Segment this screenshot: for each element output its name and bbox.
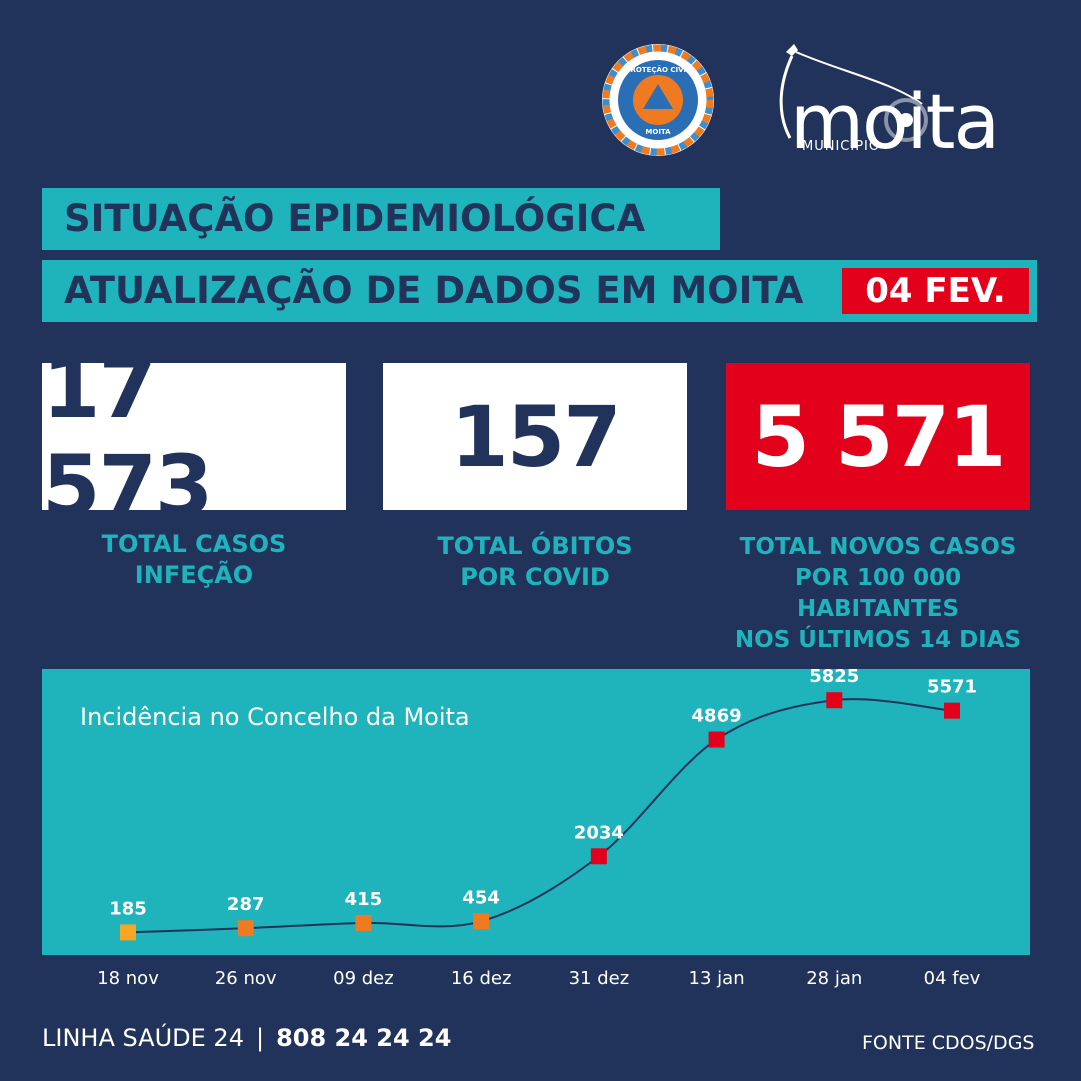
x-tick-label: 26 nov: [215, 968, 277, 989]
x-tick-label: 28 jan: [806, 968, 862, 989]
stat-incidence-label: TOTAL NOVOS CASOS POR 100 000 HABITANTES…: [716, 532, 1040, 656]
stat-label-line: NOS ÚLTIMOS 14 DIAS: [734, 627, 1022, 653]
footer-separator: |: [255, 1024, 265, 1052]
stat-total-deaths-value: 157: [383, 363, 687, 510]
page-subtitle-text: ATUALIZAÇÃO DE DADOS EM MOITA: [64, 269, 804, 312]
x-tick-label: 04 fev: [924, 968, 981, 989]
health-line: LINHA SAÚDE 24 | 808 24 24 24: [42, 1024, 451, 1052]
stat-total-cases-value: 17 573: [42, 339, 346, 535]
stat-label-line: POR COVID: [460, 563, 610, 591]
chart-title: Incidência no Concelho da Moita: [80, 703, 470, 731]
stat-label-line: TOTAL ÓBITOS: [437, 532, 633, 560]
x-tick-label: 16 dez: [451, 968, 512, 989]
stat-incidence-value: 5 571: [726, 363, 1030, 510]
stat-label-line: POR 100 000 HABITANTES: [794, 565, 962, 622]
municipio-label: MUNICÍPIO: [802, 138, 880, 154]
page-subtitle: ATUALIZAÇÃO DE DADOS EM MOITA 04 FEV.: [42, 260, 1037, 322]
protecao-civil-bottom-text: MOITA: [645, 128, 671, 136]
health-line-label: LINHA SAÚDE 24: [42, 1024, 244, 1052]
x-tick-label: 13 jan: [689, 968, 745, 989]
municipio-moita-logo: moita MUNICÍPIO: [779, 44, 1000, 158]
x-tick-label: 18 nov: [97, 968, 159, 989]
x-tick-label: 31 dez: [569, 968, 630, 989]
data-source: FONTE CDOS/DGS: [862, 1032, 1035, 1054]
x-tick-label: 09 dez: [333, 968, 394, 989]
stat-label-line: INFEÇÃO: [134, 561, 254, 589]
moita-wordmark: moita: [790, 77, 998, 158]
stat-total-deaths-label: TOTAL ÓBITOS POR COVID: [383, 531, 687, 593]
page-title: SITUAÇÃO EPIDEMIOLÓGICA: [42, 188, 720, 250]
page-title-text: SITUAÇÃO EPIDEMIOLÓGICA: [64, 197, 646, 240]
stat-label-line: TOTAL CASOS: [101, 530, 287, 558]
protecao-civil-logo: PROTEÇÃO CIVIL MOITA: [602, 44, 714, 156]
date-badge: 04 FEV.: [842, 268, 1029, 314]
health-line-phone: 808 24 24 24: [276, 1024, 452, 1052]
protecao-civil-ring-text: PROTEÇÃO CIVIL: [625, 65, 691, 74]
stat-label-line: TOTAL NOVOS CASOS: [739, 534, 1017, 560]
stat-total-cases-label: TOTAL CASOS INFEÇÃO: [42, 529, 346, 591]
